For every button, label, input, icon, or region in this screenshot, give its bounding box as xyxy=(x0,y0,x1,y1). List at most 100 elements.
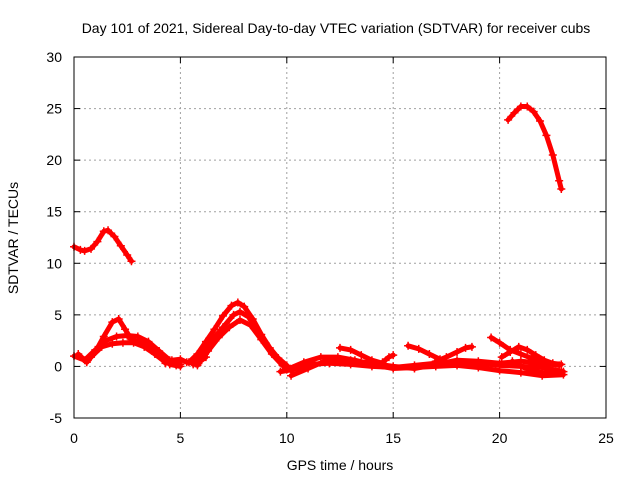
data-point-marker xyxy=(495,359,504,368)
data-point-marker xyxy=(287,371,296,380)
data-point-marker xyxy=(114,314,123,323)
data-point-marker xyxy=(410,363,419,372)
data-point-marker xyxy=(150,350,159,359)
y-tick-label: 25 xyxy=(46,101,62,117)
data-point-marker xyxy=(233,298,242,307)
data-point-marker xyxy=(257,335,266,344)
chart-title: Day 101 of 2021, Sidereal Day-to-day VTE… xyxy=(82,20,591,36)
data-point-marker xyxy=(140,342,149,351)
data-point-marker xyxy=(121,325,130,334)
data-point-marker xyxy=(536,116,545,125)
data-point-marker xyxy=(99,227,108,236)
grid-lines xyxy=(74,57,606,418)
data-point-marker xyxy=(495,338,504,347)
y-tick-label: 10 xyxy=(46,255,62,271)
data-point-marker xyxy=(276,367,285,376)
data-point-marker xyxy=(540,356,549,365)
data-point-marker xyxy=(557,360,566,369)
data-point-marker xyxy=(497,353,506,362)
data-point-marker xyxy=(506,347,515,356)
data-point-marker xyxy=(87,244,96,253)
data-point-marker xyxy=(193,361,202,370)
data-point-marker xyxy=(548,368,557,377)
series-track-high-late xyxy=(505,104,564,192)
data-point-marker xyxy=(235,316,244,325)
series-track-hump-14h xyxy=(380,352,396,365)
data-point-marker xyxy=(357,351,366,360)
data-point-marker xyxy=(80,246,89,255)
data-point-marker xyxy=(282,365,291,374)
data-point-marker xyxy=(246,321,255,330)
y-tick-label: 30 xyxy=(46,49,62,65)
data-point-marker xyxy=(350,356,359,365)
x-axis-label: GPS time / hours xyxy=(287,457,394,473)
data-point-marker xyxy=(93,237,102,246)
data-point-marker xyxy=(108,318,117,327)
data-point-marker xyxy=(87,353,96,362)
data-point-marker xyxy=(333,353,342,362)
y-tick-label: 20 xyxy=(46,152,62,168)
data-point-marker xyxy=(244,312,253,321)
data-point-marker xyxy=(127,257,136,266)
x-tick-label: 10 xyxy=(279,430,295,446)
data-point-marker xyxy=(123,331,132,340)
data-point-marker xyxy=(474,363,483,372)
data-layer xyxy=(70,102,568,380)
data-point-marker xyxy=(384,353,393,362)
data-point-marker xyxy=(227,301,236,310)
data-point-marker xyxy=(204,346,213,355)
data-point-marker xyxy=(557,367,566,376)
data-point-marker xyxy=(229,310,238,319)
data-point-marker xyxy=(538,368,547,377)
data-point-marker xyxy=(214,333,223,342)
data-point-marker xyxy=(527,366,536,375)
data-point-marker xyxy=(316,353,325,362)
data-point-marker xyxy=(172,361,181,370)
data-point-marker xyxy=(367,356,376,365)
data-point-marker xyxy=(110,232,119,241)
y-tick-label: -5 xyxy=(50,410,63,426)
data-point-marker xyxy=(210,325,219,334)
data-point-marker xyxy=(336,343,344,352)
data-point-marker xyxy=(453,361,462,370)
x-tick-label: 20 xyxy=(492,430,508,446)
x-tick-label: 5 xyxy=(177,430,185,446)
data-point-marker xyxy=(527,354,536,363)
plot-frame xyxy=(73,56,607,419)
data-point-marker xyxy=(144,337,153,346)
data-point-marker xyxy=(523,345,532,354)
data-point-marker xyxy=(112,332,121,341)
data-point-marker xyxy=(404,341,413,350)
data-point-marker xyxy=(278,361,287,370)
data-point-marker xyxy=(453,347,462,356)
y-tick-label: 5 xyxy=(54,307,62,323)
data-point-marker xyxy=(495,366,504,375)
data-point-marker xyxy=(304,364,313,373)
x-tick-label: 0 xyxy=(70,430,78,446)
data-point-marker xyxy=(389,351,398,360)
data-point-marker xyxy=(529,107,538,116)
data-point-marker xyxy=(167,356,176,365)
x-tick-label: 15 xyxy=(385,430,401,446)
data-point-marker xyxy=(176,355,185,364)
y-tick-label: 15 xyxy=(46,204,62,220)
data-point-marker xyxy=(461,343,470,352)
data-point-marker xyxy=(116,241,125,250)
data-point-marker xyxy=(555,176,564,185)
data-point-marker xyxy=(235,307,244,316)
data-point-marker xyxy=(548,150,557,159)
x-tick-label: 25 xyxy=(598,430,614,446)
data-point-marker xyxy=(444,359,453,368)
data-point-marker xyxy=(123,251,132,260)
data-point-marker xyxy=(118,338,127,347)
data-point-marker xyxy=(516,350,525,359)
data-point-marker xyxy=(514,342,523,351)
data-point-marker xyxy=(542,131,551,140)
data-point-marker xyxy=(467,342,476,351)
data-point-marker xyxy=(104,226,113,235)
data-point-marker xyxy=(346,345,355,354)
data-point-marker xyxy=(218,311,227,320)
data-point-marker xyxy=(267,350,276,359)
data-point-marker xyxy=(548,359,557,368)
